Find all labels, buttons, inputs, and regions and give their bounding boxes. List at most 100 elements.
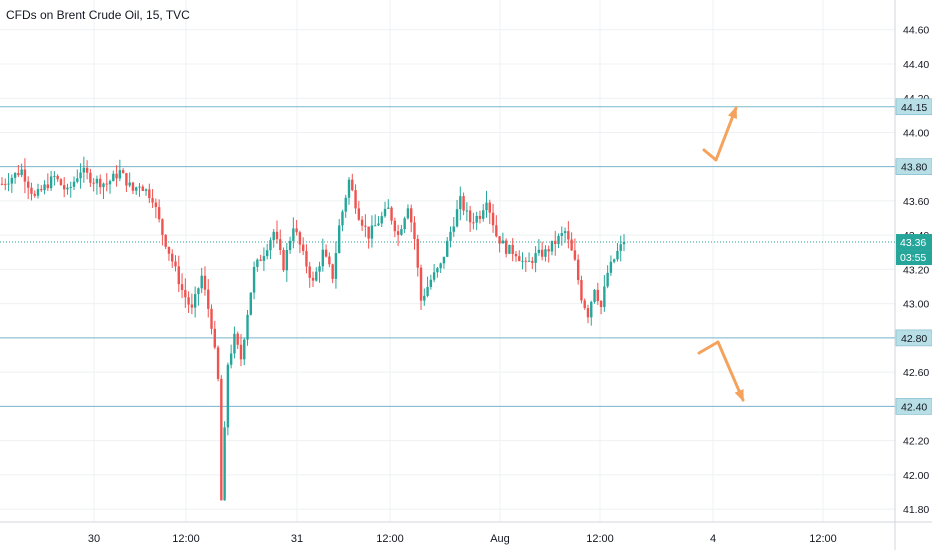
candle-body: [347, 179, 351, 198]
last-price-label: 43.36: [900, 237, 926, 249]
candle-body: [364, 225, 367, 227]
candle-body: [596, 289, 600, 301]
candle-body: [216, 347, 220, 379]
candle-body: [207, 289, 210, 309]
candle-body: [468, 210, 472, 223]
candle-body: [619, 244, 622, 251]
candle-body: [279, 239, 282, 251]
candle-body: [527, 260, 531, 262]
candle-body: [462, 196, 465, 211]
candle-body: [72, 181, 76, 187]
candle-body: [504, 240, 508, 254]
candle-body: [485, 202, 488, 211]
candle-body: [174, 261, 177, 267]
chart-title: CFDs on Brent Crude Oil, 15, TVC: [6, 8, 190, 22]
candle-body: [432, 272, 436, 280]
candle-body: [148, 189, 151, 199]
candle-body: [102, 183, 105, 188]
candle-body: [318, 266, 321, 272]
candle-body: [547, 249, 550, 252]
candle-body: [249, 292, 252, 315]
candle-body: [403, 218, 406, 230]
candle-body: [357, 208, 361, 220]
candle-body: [265, 250, 269, 257]
candle-body: [524, 260, 527, 262]
candle-body: [374, 225, 377, 227]
candle-body: [53, 175, 56, 177]
candle-body: [49, 176, 53, 189]
candle-body: [282, 250, 285, 271]
candle-body: [272, 231, 275, 241]
candle-body: [36, 189, 40, 196]
candle-body: [112, 173, 115, 182]
x-tick-label: 12:00: [809, 533, 837, 545]
candle-body: [413, 222, 416, 240]
candle-body: [121, 170, 125, 174]
candle-body: [262, 256, 266, 261]
candle-body: [478, 215, 482, 219]
last-price-box: [896, 234, 932, 251]
candle-body: [554, 240, 557, 244]
candle-body: [315, 271, 318, 281]
candle-body: [99, 178, 102, 188]
candle-body: [243, 339, 246, 360]
candle-body: [203, 275, 207, 290]
level-label-box: [895, 329, 932, 347]
candle-body: [298, 232, 302, 245]
level-label-box: [895, 98, 932, 116]
candle-body: [393, 220, 397, 232]
candle-body: [125, 173, 128, 186]
candle-body: [76, 178, 79, 182]
candle-body: [167, 246, 171, 254]
annotation-arrow-head: [727, 106, 737, 119]
candle-body: [616, 250, 619, 260]
candle-body: [43, 184, 46, 191]
annotation-arrow[interactable]: [702, 106, 738, 162]
candle-body: [511, 244, 514, 254]
candle-body: [40, 189, 43, 191]
candle-body: [108, 181, 112, 185]
candle-body: [544, 249, 547, 257]
candle-body: [419, 267, 423, 301]
candle-body: [396, 231, 400, 235]
candle-body: [115, 173, 118, 179]
candle-body: [586, 308, 590, 318]
candle-body: [56, 175, 59, 180]
countdown-label: 03:55: [900, 252, 926, 264]
candle-body: [612, 259, 616, 262]
candle-body: [482, 210, 485, 219]
candle-body: [495, 225, 498, 237]
candle-body: [23, 169, 27, 182]
candle-body: [531, 260, 534, 263]
candle-body: [66, 187, 69, 190]
level-label: 44.15: [901, 102, 927, 114]
candle-body: [459, 196, 462, 210]
candle-body: [540, 249, 544, 257]
candle-body: [423, 295, 426, 301]
candle-body: [269, 240, 272, 251]
level-label-box: [895, 398, 932, 415]
candle-body: [501, 240, 505, 244]
candle-body: [4, 183, 7, 185]
candle-body: [465, 210, 469, 212]
candle-body: [105, 183, 108, 185]
candle-body: [131, 182, 135, 191]
candle-body: [259, 259, 262, 261]
candle-body: [331, 264, 334, 279]
candle-body: [151, 198, 154, 203]
candle-body: [534, 253, 537, 263]
annotation-arrow[interactable]: [697, 340, 745, 402]
countdown-box: [896, 250, 932, 266]
candle-body: [436, 268, 439, 273]
candle-body: [472, 222, 475, 224]
y-tick-label: 42.20: [903, 436, 929, 448]
candle-body: [557, 235, 560, 244]
candle-body: [367, 226, 370, 239]
candle-body: [390, 207, 393, 221]
y-tick-label: 43.20: [903, 264, 929, 276]
candle-body: [187, 297, 190, 305]
candle-body: [354, 190, 357, 209]
candle-body: [220, 378, 223, 501]
